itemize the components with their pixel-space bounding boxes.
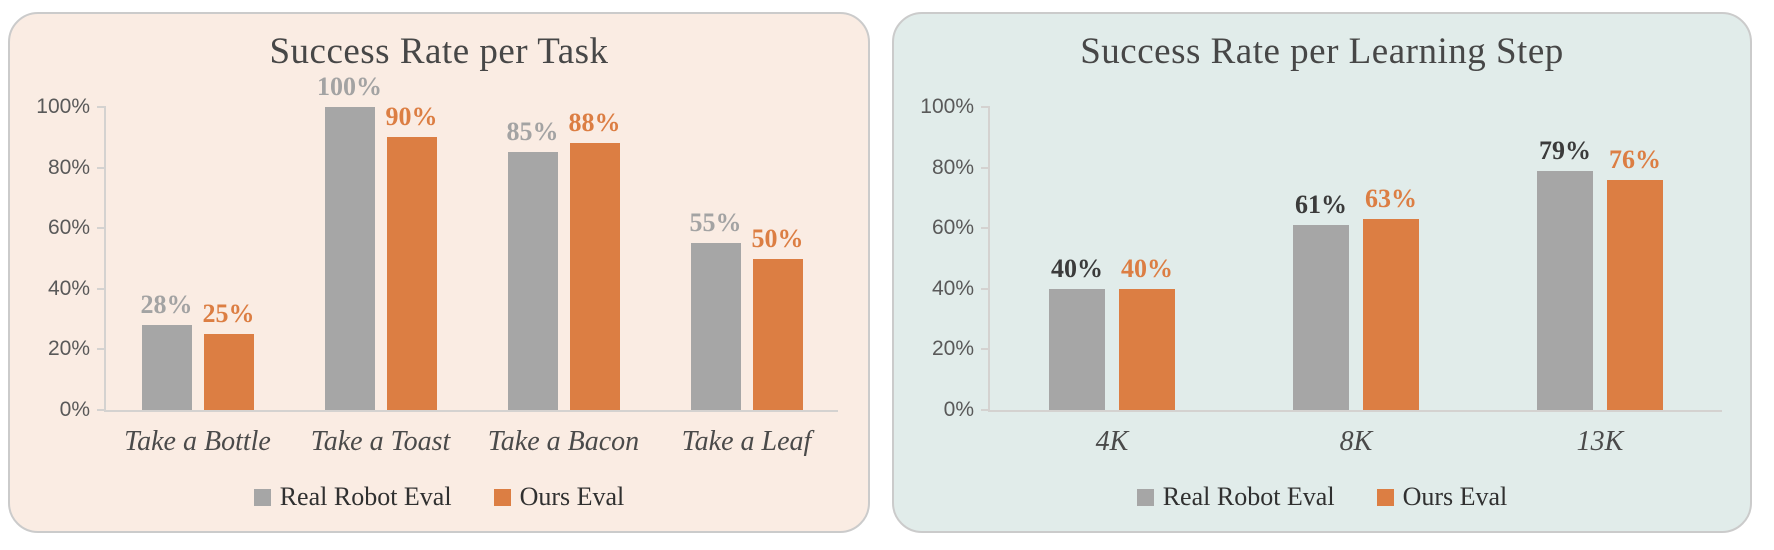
category-label: Take a Bottle bbox=[124, 426, 271, 457]
y-tick-label: 0% bbox=[59, 398, 90, 421]
bar-ours-eval: 90% bbox=[386, 102, 438, 410]
category-labels: 4K 8K 13K bbox=[990, 426, 1722, 458]
legend-marker-swatch bbox=[253, 488, 271, 506]
y-axis-line bbox=[104, 107, 106, 410]
bar-value-label: 50% bbox=[751, 223, 804, 253]
bar-value-label: 100% bbox=[317, 72, 382, 101]
category-label: 8K bbox=[1339, 426, 1373, 457]
y-tick-label: 60% bbox=[931, 216, 974, 240]
y-tick-label: 20% bbox=[47, 337, 90, 361]
legend-item-label: Ours Eval bbox=[1402, 482, 1508, 511]
panel-success-rate-per-learning-step: Success Rate per Learning Step 0% 20% 40% 6… bbox=[892, 12, 1752, 533]
y-tick-label: 0% bbox=[943, 398, 974, 421]
legend-item: Ours Eval bbox=[493, 482, 625, 512]
y-axis-line bbox=[988, 107, 990, 410]
y-tick-mark bbox=[97, 227, 106, 230]
legend-item-label: Ours Eval bbox=[519, 482, 625, 511]
bar-ours-eval: 88% bbox=[569, 108, 621, 410]
legend-marker-swatch bbox=[493, 488, 511, 506]
y-tick-mark bbox=[981, 348, 990, 351]
y-tick-mark bbox=[981, 287, 990, 290]
category-label: 4K bbox=[1095, 426, 1129, 457]
bar-value-label: 61% bbox=[1295, 190, 1347, 220]
bar-value-label: 25% bbox=[202, 299, 255, 329]
bar-value-label: 85% bbox=[506, 117, 559, 147]
category-label: 13K bbox=[1576, 426, 1624, 457]
bar-value-label: 40% bbox=[1051, 253, 1103, 283]
bar-group: 79% 76% bbox=[1478, 107, 1722, 410]
y-tick-label: 40% bbox=[47, 276, 90, 300]
bar-groups: 28% 25% 100% 90% 85% 88% 55% 50% bbox=[106, 72, 838, 410]
legend-learning-step: Real Robot Eval Ours Eval bbox=[894, 482, 1750, 512]
bar-real-robot-eval: 100% bbox=[317, 72, 382, 410]
bar-value-label: 55% bbox=[689, 208, 742, 238]
panel-success-rate-per-task: Success Rate per Task 0% 20% 40% 60% 80% 100%… bbox=[8, 12, 870, 533]
bar-chart-task: 0% 20% 40% 60% 80% 100% 28% 25% 100% 90% 85% 88% 55%… bbox=[36, 72, 838, 457]
y-tick-mark bbox=[981, 106, 990, 108]
y-tick-label: 80% bbox=[931, 155, 974, 179]
bar-value-label: 63% bbox=[1365, 184, 1417, 214]
bar-real-robot-eval: 85% bbox=[507, 117, 559, 410]
bar-group: 28% 25% bbox=[106, 107, 289, 410]
bar-value-label: 76% bbox=[1609, 144, 1661, 174]
legend-marker-swatch bbox=[1376, 488, 1394, 506]
bar-real-robot-eval: 40% bbox=[1049, 254, 1105, 410]
bar-real-robot-eval: 79% bbox=[1537, 136, 1593, 410]
bar-value-label: 40% bbox=[1121, 253, 1173, 283]
category-label: Take a Toast bbox=[310, 426, 451, 457]
y-tick-mark bbox=[97, 287, 106, 290]
y-tick-label: 20% bbox=[931, 337, 974, 361]
y-tick-label: 80% bbox=[47, 155, 90, 179]
y-tick-label: 40% bbox=[931, 276, 974, 300]
legend-item: Real Robot Eval bbox=[253, 482, 452, 512]
category-labels: Take a Bottle Take a Toast Take a Bacon Tak… bbox=[106, 426, 838, 458]
legend-item-label: Real Robot Eval bbox=[1162, 482, 1335, 511]
bar-ours-eval: 63% bbox=[1363, 184, 1419, 410]
legend-item: Real Robot Eval bbox=[1136, 482, 1335, 512]
bar-ours-eval: 50% bbox=[752, 224, 804, 410]
bar-real-robot-eval: 61% bbox=[1293, 190, 1349, 410]
category-label: Take a Bacon bbox=[487, 426, 640, 457]
bar-real-robot-eval: 55% bbox=[690, 208, 742, 410]
y-tick-mark bbox=[97, 106, 106, 108]
bar-value-label: 90% bbox=[385, 102, 438, 132]
y-tick-mark bbox=[981, 166, 990, 169]
legend-task: Real Robot Eval Ours Eval bbox=[10, 482, 868, 512]
legend-item: Ours Eval bbox=[1376, 482, 1508, 512]
bar-group: 85% 88% bbox=[472, 107, 655, 410]
chart-title-task: Success Rate per Task bbox=[269, 31, 609, 72]
y-tick-mark bbox=[97, 409, 106, 411]
y-tick-mark bbox=[981, 409, 990, 411]
legend-item-label: Real Robot Eval bbox=[279, 482, 452, 511]
y-tick-mark bbox=[97, 348, 106, 351]
y-tick-mark bbox=[97, 166, 106, 169]
bar-ours-eval: 40% bbox=[1119, 254, 1175, 410]
legend-marker-swatch bbox=[1136, 488, 1154, 506]
x-axis-line bbox=[104, 410, 838, 412]
category-label: Take a Leaf bbox=[681, 426, 812, 457]
bar-value-label: 88% bbox=[568, 108, 621, 138]
bar-ours-eval: 76% bbox=[1607, 145, 1663, 410]
x-axis-line bbox=[988, 410, 1722, 412]
bar-group: 55% 50% bbox=[655, 107, 838, 410]
bar-real-robot-eval: 28% bbox=[141, 290, 193, 410]
bar-value-label: 28% bbox=[140, 290, 193, 320]
bar-value-label: 79% bbox=[1539, 135, 1591, 165]
bar-groups: 40% 40% 61% 63% 79% 76% bbox=[990, 107, 1722, 410]
y-tick-label: 100% bbox=[920, 95, 974, 118]
bar-group: 100% 90% bbox=[289, 72, 472, 410]
y-tick-mark bbox=[981, 227, 990, 230]
bar-ours-eval: 25% bbox=[203, 299, 255, 410]
y-tick-label: 100% bbox=[36, 95, 90, 118]
bar-chart-learning-step: 0% 20% 40% 60% 80% 100% 40% 40% 61% 63% 79% 76% 4K 8K… bbox=[920, 96, 1722, 457]
chart-title-learning-step: Success Rate per Learning Step bbox=[1080, 31, 1564, 72]
bar-group: 61% 63% bbox=[1234, 107, 1478, 410]
y-tick-label: 60% bbox=[47, 216, 90, 240]
bar-group: 40% 40% bbox=[990, 107, 1234, 410]
